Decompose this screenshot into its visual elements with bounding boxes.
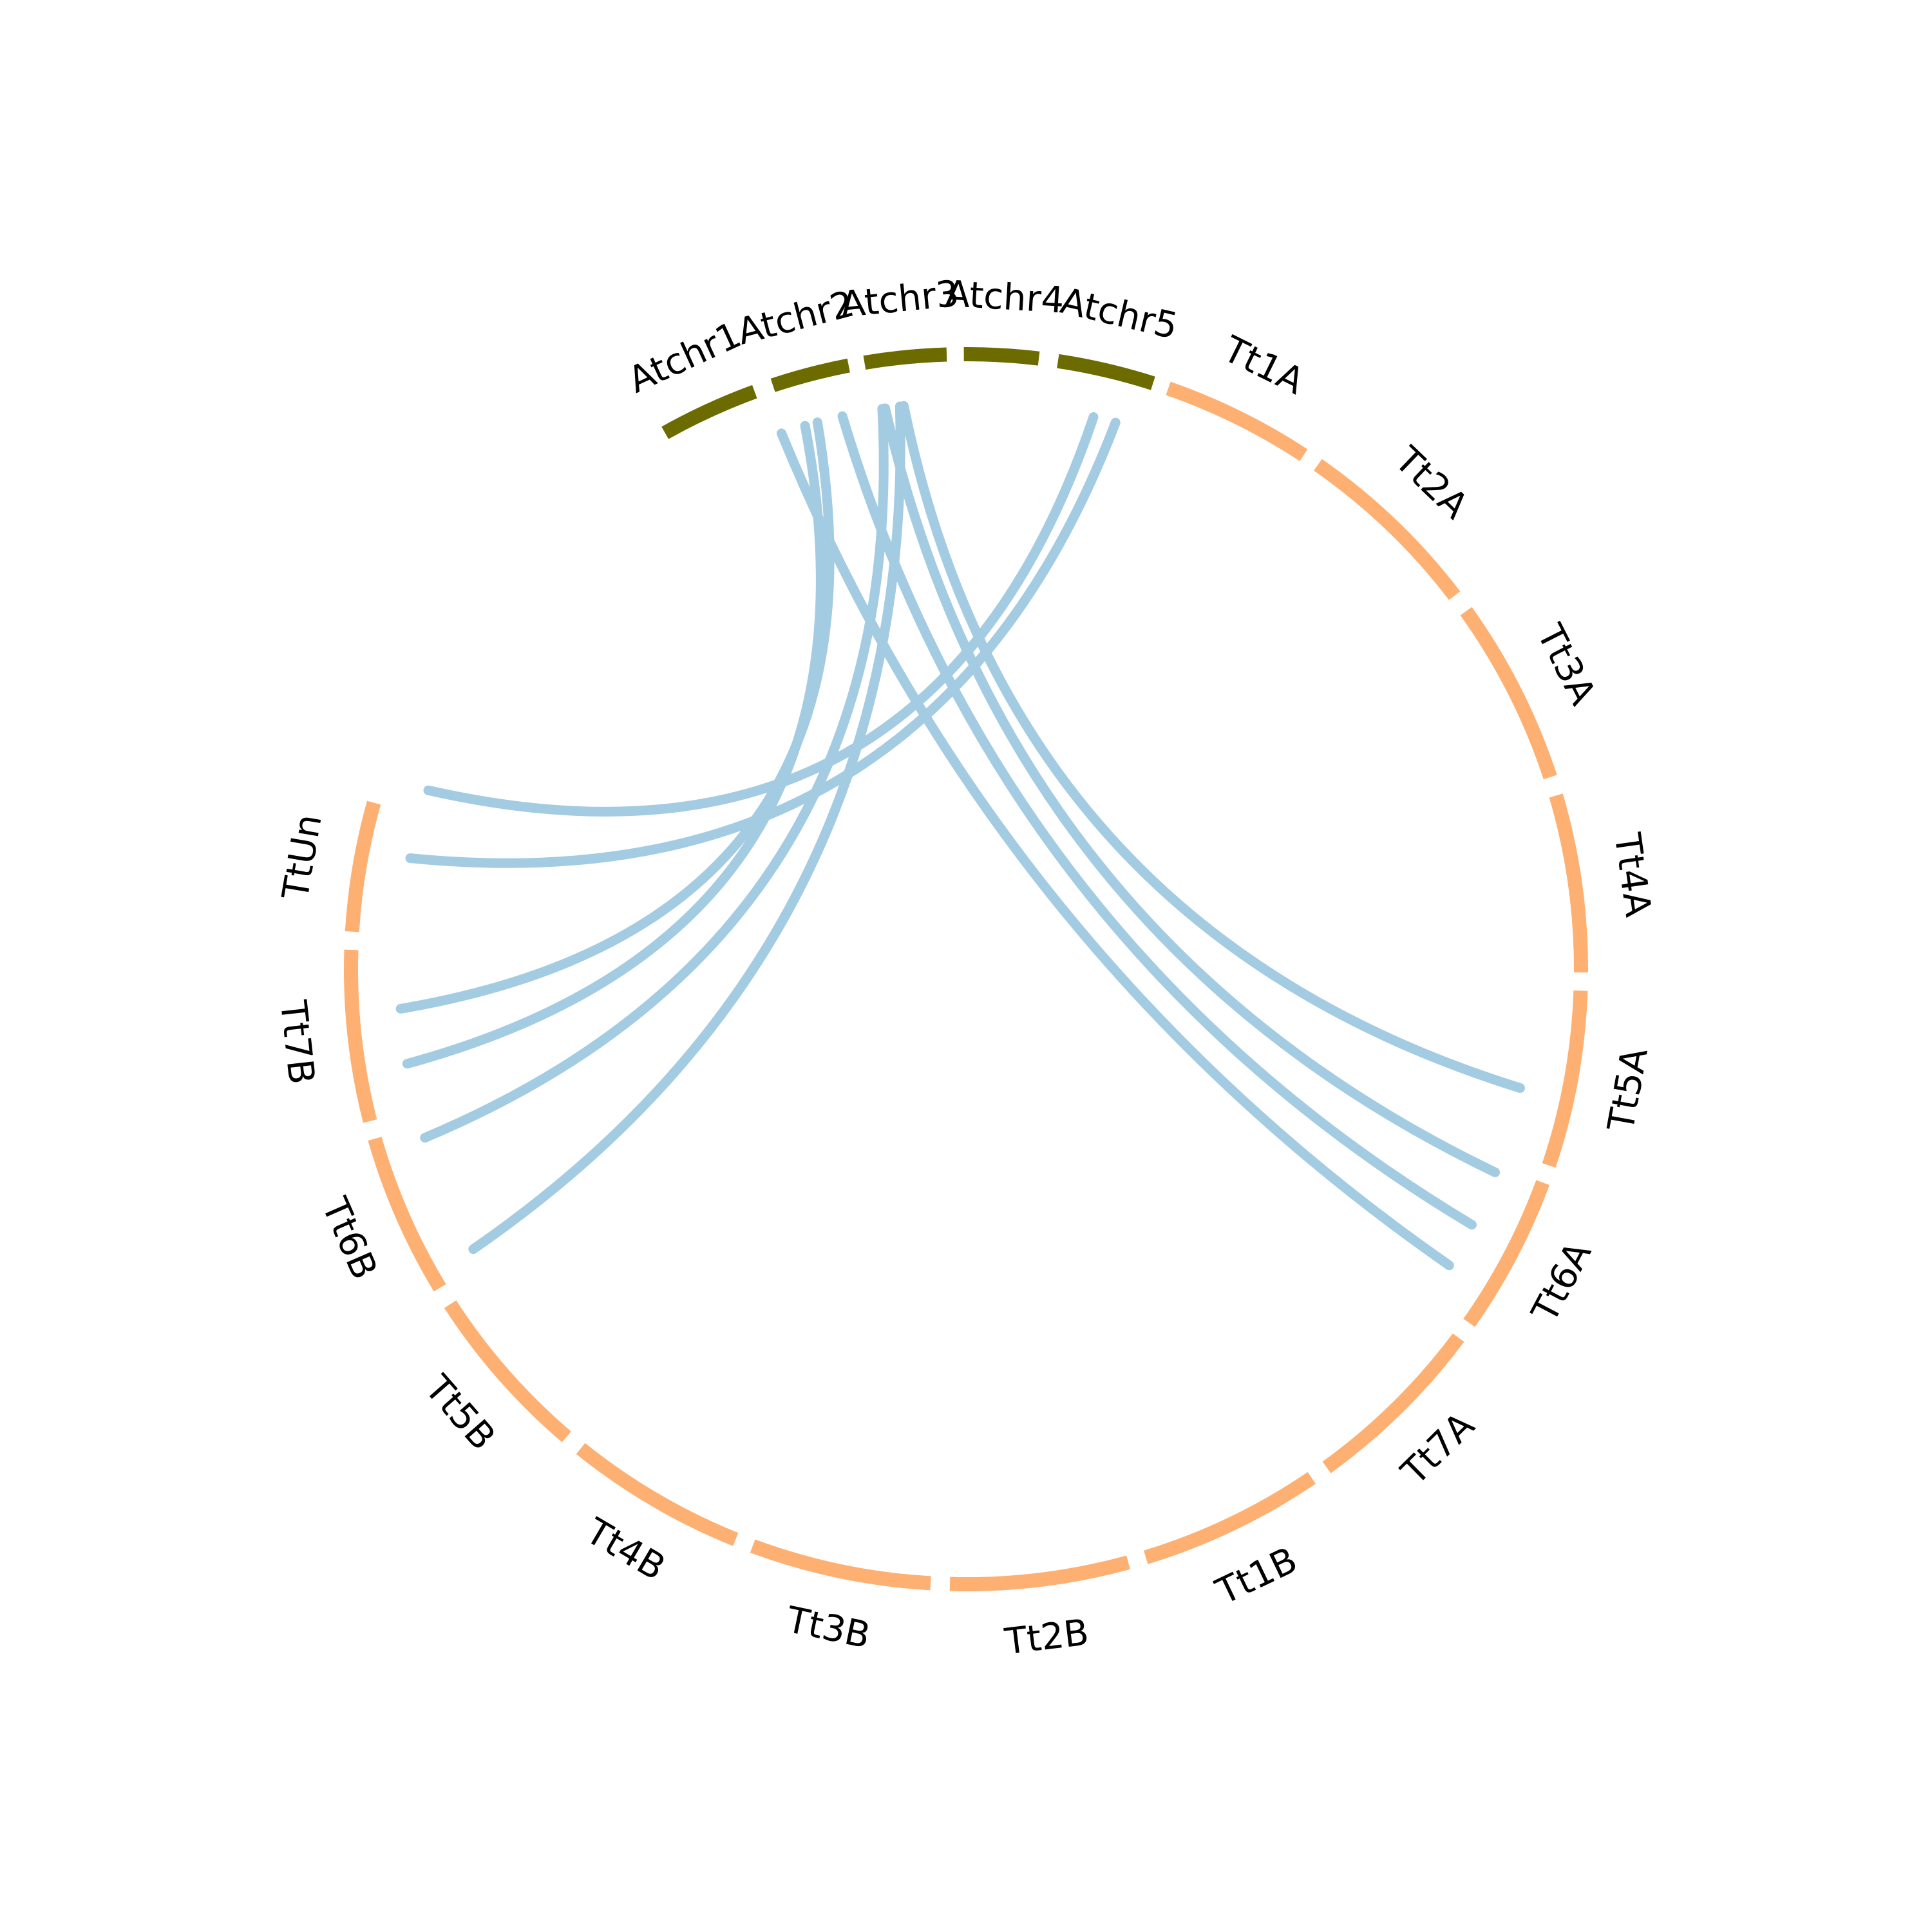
segment-tt2b: [949, 1555, 1130, 1591]
segment-tt4a: [1549, 793, 1588, 973]
segment-tt6a: [1463, 1180, 1549, 1327]
segment-label-ttun: TtUn: [274, 811, 330, 904]
segment-label-tt1a: Tt1A: [1217, 328, 1311, 402]
segment-label-tt5a: Tt5A: [1600, 1045, 1656, 1135]
segment-label-tt2b: Tt2B: [1002, 1611, 1091, 1663]
segment-label-atchr4: Atchr4: [944, 273, 1065, 321]
links-layer: [395, 401, 1525, 1271]
segment-tt7a: [1322, 1333, 1464, 1473]
segment-label-atchr5: Atchr5: [1057, 280, 1182, 348]
segment-label-tt7b: Tt7B: [272, 998, 323, 1087]
segment-tt1b: [1143, 1472, 1316, 1564]
segment-atchr3: [863, 347, 947, 370]
link-atchr2-tt6a: [837, 411, 1477, 1230]
segment-ttun: [345, 800, 381, 933]
link-atchr2-tt7b: [395, 417, 835, 1014]
segment-label-tt2a: Tt2A: [1386, 439, 1476, 527]
link-atchr3-tt6a: [880, 403, 1501, 1177]
segment-atchr1: [661, 384, 757, 439]
link-atchr5-tt7b: [405, 417, 1121, 868]
segment-tt5a: [1542, 990, 1588, 1168]
segment-label-tt3b: Tt3B: [782, 1599, 874, 1657]
segment-tt5b: [444, 1300, 571, 1443]
segment-label-tt5b: Tt5B: [416, 1367, 503, 1459]
segment-label-tt1b: Tt1B: [1209, 1539, 1303, 1613]
segment-label-atchr1: Atchr1: [622, 314, 748, 402]
segment-label-tt3a: Tt3A: [1528, 618, 1604, 712]
segment-atchr5: [1057, 354, 1155, 390]
segments-layer: [344, 347, 1588, 1591]
segment-atchr4: [963, 347, 1040, 366]
segment-tt7b: [344, 949, 377, 1123]
link-atchr5-ttun: [423, 412, 1099, 817]
segment-tt3b: [750, 1539, 931, 1591]
segment-tt3a: [1460, 607, 1557, 780]
link-atchr1-tt7a: [777, 428, 1454, 1271]
link-atchr3-tt5b: [468, 401, 905, 1255]
link-atchr2-tt6b: [402, 421, 826, 1069]
segment-label-tt6b: Tt6B: [313, 1191, 385, 1285]
segment-label-tt4b: Tt4B: [578, 1510, 672, 1589]
segment-label-tt4a: Tt4A: [1605, 830, 1659, 920]
segment-label-atchr3: Atchr3: [838, 273, 961, 327]
labels-layer: Atchr1Atchr2Atchr3Atchr4Atchr5Tt1ATt2ATt…: [272, 273, 1659, 1663]
segment-atchr2: [770, 358, 850, 392]
segment-tt2a: [1314, 459, 1461, 600]
link-atchr3-tt6b: [420, 404, 889, 1143]
link-atchr3-tt5a: [898, 401, 1525, 1093]
segment-label-tt7a: Tt7A: [1393, 1405, 1482, 1493]
segment-tt6b: [368, 1137, 446, 1292]
segment-tt1a: [1166, 381, 1308, 461]
segment-label-tt6a: Tt6A: [1524, 1235, 1600, 1329]
segment-tt4b: [576, 1443, 739, 1546]
